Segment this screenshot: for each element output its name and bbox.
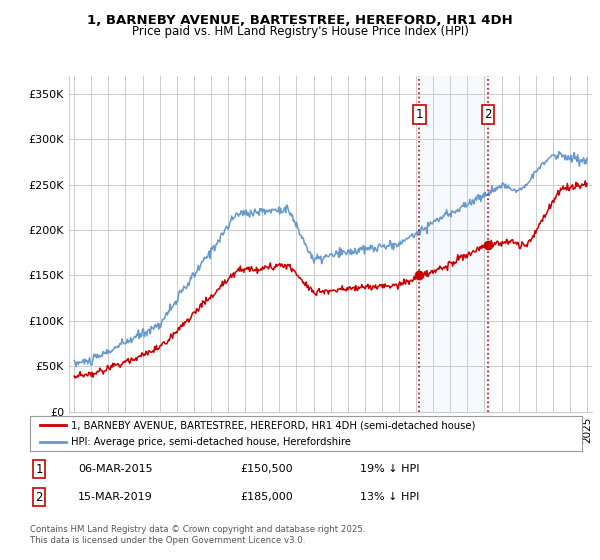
Text: £150,500: £150,500: [240, 464, 293, 474]
Text: 13% ↓ HPI: 13% ↓ HPI: [360, 492, 419, 502]
Text: HPI: Average price, semi-detached house, Herefordshire: HPI: Average price, semi-detached house,…: [71, 437, 352, 447]
Bar: [419, 76, 488, 412]
Text: 2: 2: [35, 491, 43, 504]
Text: 1: 1: [415, 108, 423, 121]
Text: 15-MAR-2019: 15-MAR-2019: [78, 492, 153, 502]
Text: 2: 2: [484, 108, 492, 121]
Text: 19% ↓ HPI: 19% ↓ HPI: [360, 464, 419, 474]
Text: Contains HM Land Registry data © Crown copyright and database right 2025.
This d: Contains HM Land Registry data © Crown c…: [30, 525, 365, 545]
Text: 1, BARNEBY AVENUE, BARTESTREE, HEREFORD, HR1 4DH: 1, BARNEBY AVENUE, BARTESTREE, HEREFORD,…: [87, 14, 513, 27]
Text: Price paid vs. HM Land Registry's House Price Index (HPI): Price paid vs. HM Land Registry's House …: [131, 25, 469, 38]
Text: £185,000: £185,000: [240, 492, 293, 502]
Text: 06-MAR-2015: 06-MAR-2015: [78, 464, 152, 474]
Text: 1, BARNEBY AVENUE, BARTESTREE, HEREFORD, HR1 4DH (semi-detached house): 1, BARNEBY AVENUE, BARTESTREE, HEREFORD,…: [71, 421, 476, 431]
Text: 1: 1: [35, 463, 43, 476]
